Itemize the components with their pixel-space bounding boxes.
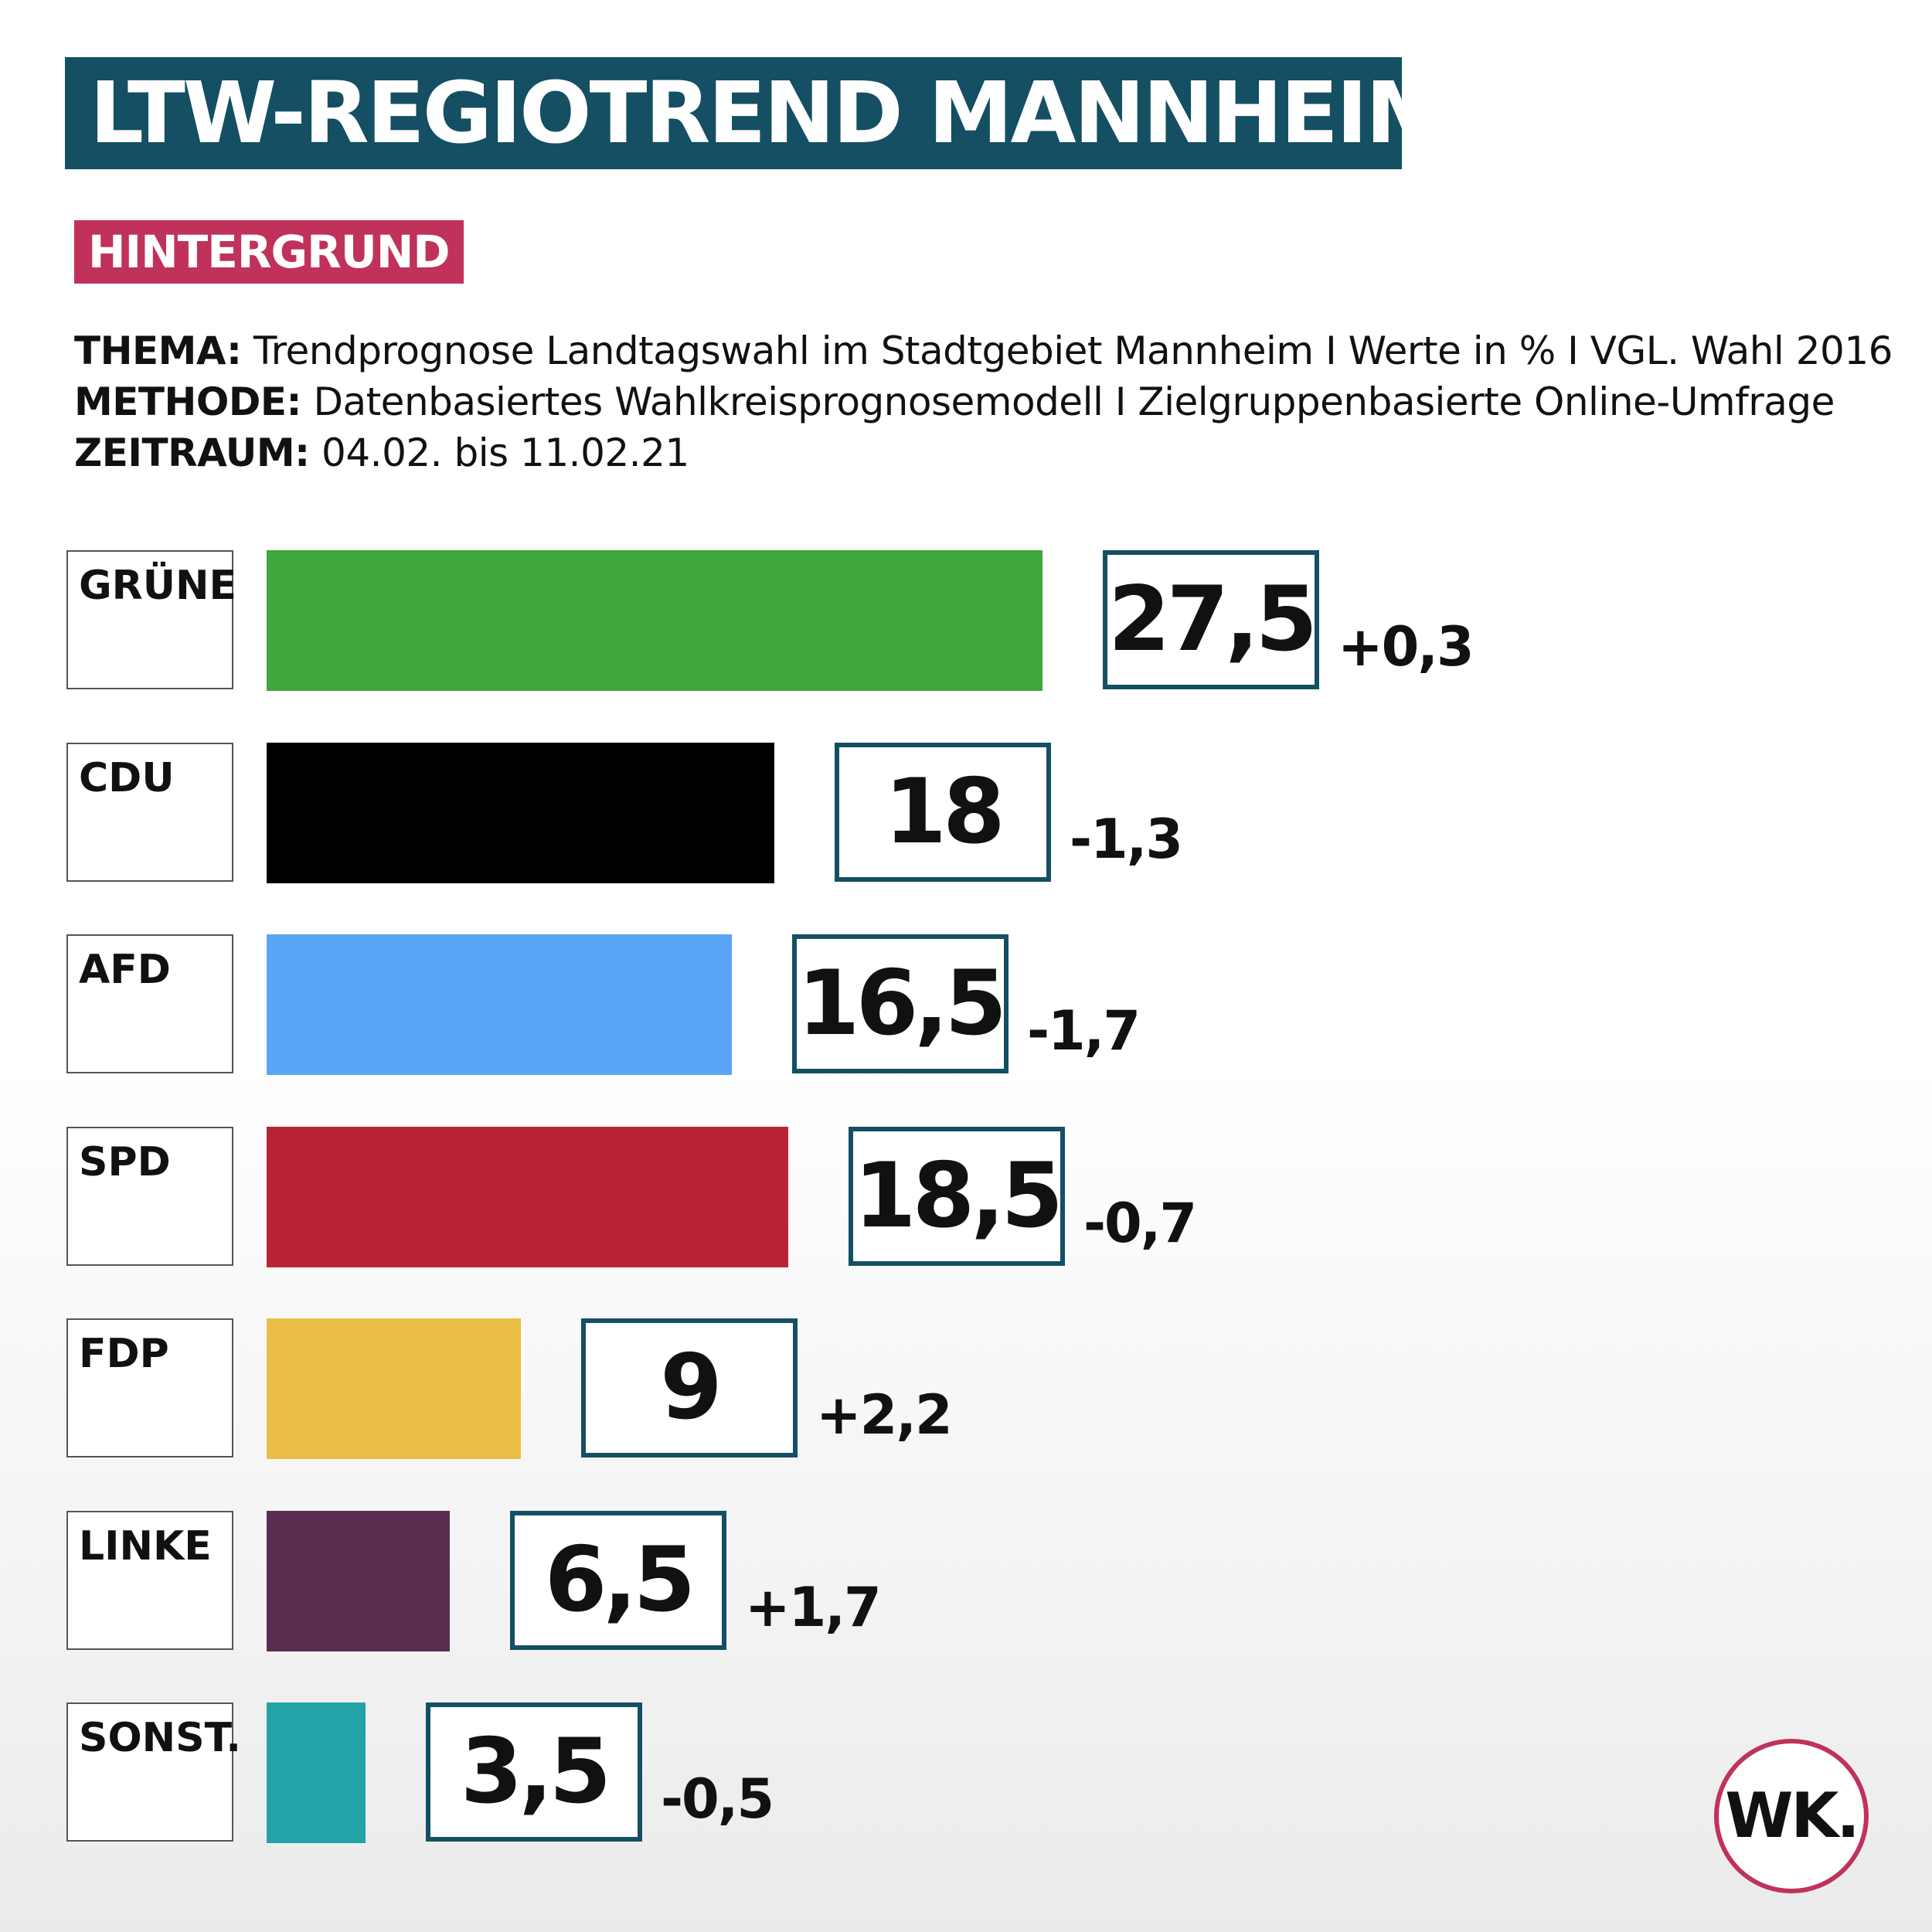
- meta-thema-text: Trendprognose Landtagswahl im Stadtgebie…: [253, 328, 1893, 373]
- bar: [267, 550, 1043, 691]
- change-label: +1,7: [745, 1576, 882, 1639]
- change-label: -1,3: [1070, 808, 1183, 871]
- value-label: 18: [835, 743, 1051, 882]
- page-title: LTW-REGIOTREND MANNHEIM.: [65, 57, 1402, 169]
- change-label: +0,3: [1338, 615, 1475, 679]
- wk-logo: WK.: [1714, 1739, 1869, 1893]
- meta-zeitraum: ZEITRAUM: 04.02. bis 11.02.21: [74, 430, 689, 475]
- meta-methode: METHODE: Datenbasiertes Wahlkreisprognos…: [74, 379, 1835, 424]
- change-label: +2,2: [816, 1383, 953, 1447]
- bar: [267, 1127, 788, 1267]
- meta-thema-label: THEMA:: [74, 328, 242, 373]
- party-label: GRÜNE: [66, 550, 236, 689]
- bar: [267, 1511, 450, 1651]
- value-label: 9: [581, 1318, 798, 1458]
- bar: [267, 1318, 521, 1459]
- value-label: 3,5: [426, 1702, 642, 1842]
- meta-zeitraum-text: 04.02. bis 11.02.21: [321, 430, 689, 475]
- value-label: 27,5: [1103, 550, 1319, 689]
- meta-thema: THEMA: Trendprognose Landtagswahl im Sta…: [74, 328, 1893, 373]
- value-label: 6,5: [510, 1511, 726, 1650]
- section-tag: HINTERGRUND: [74, 220, 464, 284]
- party-label: AFD: [66, 934, 233, 1073]
- meta-methode-label: METHODE:: [74, 379, 302, 424]
- change-label: -0,7: [1083, 1192, 1197, 1255]
- change-label: -0,5: [661, 1767, 774, 1831]
- party-label: SONST.: [66, 1702, 241, 1842]
- value-label: 16,5: [792, 934, 1009, 1073]
- party-label: CDU: [66, 743, 233, 882]
- bar: [267, 743, 774, 883]
- bar: [267, 934, 732, 1075]
- party-label: SPD: [66, 1127, 233, 1266]
- meta-methode-text: Datenbasiertes Wahlkreisprognosemodell I…: [313, 379, 1835, 424]
- change-label: -1,7: [1027, 999, 1141, 1063]
- meta-zeitraum-label: ZEITRAUM:: [74, 430, 310, 475]
- value-label: 18,5: [849, 1127, 1065, 1266]
- party-label: FDP: [66, 1318, 233, 1458]
- bar: [267, 1702, 366, 1843]
- party-label: LINKE: [66, 1511, 233, 1650]
